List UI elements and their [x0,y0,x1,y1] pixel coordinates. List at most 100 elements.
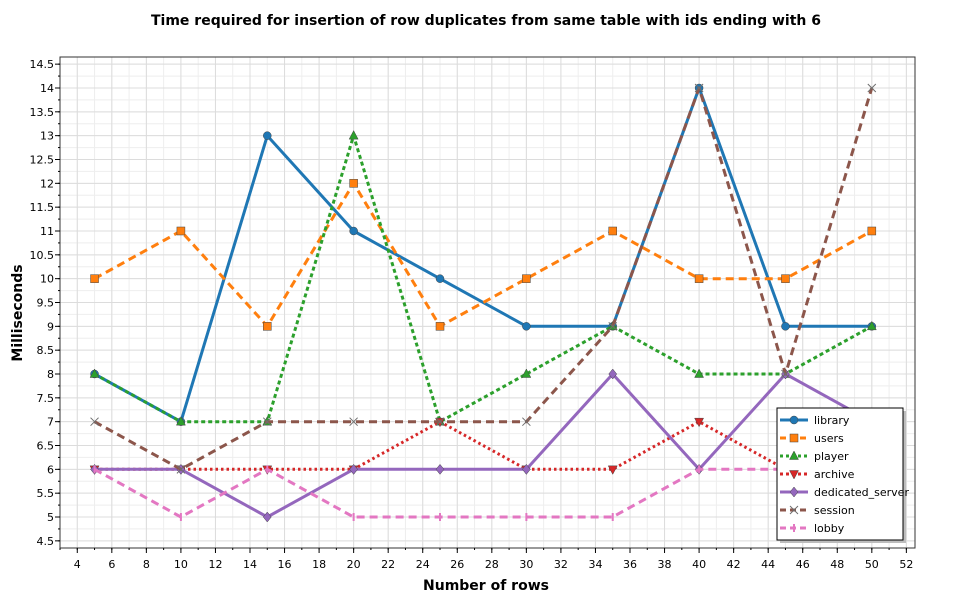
x-tick-label: 40 [692,558,706,571]
legend-entry-lobby: lobby [780,522,845,535]
data-point-users [781,274,790,283]
legend-label-archive: archive [814,468,855,481]
data-point-archive [694,417,705,428]
x-tick-label: 48 [830,558,844,571]
data-point-player [866,320,877,331]
x-tick-label: 6 [108,558,115,571]
y-tick-label: 12 [40,177,54,190]
legend: library users player archive dedicated_serve… [776,407,909,543]
y-tick-label: 14.5 [30,58,55,71]
data-point-session [262,417,272,427]
legend-marker-archive [789,470,799,480]
y-tick-label: 13.5 [30,106,55,119]
y-tick-label: 7 [47,416,54,429]
data-point-library [522,322,531,331]
legend-entry-dedicated-server: dedicated_server [780,486,909,499]
series-session [90,83,877,474]
x-tick-label: 14 [243,558,257,571]
data-point-dedicated-server [262,511,272,523]
data-point-users [90,274,99,283]
data-point-users [263,322,272,331]
legend-marker-library [789,415,799,425]
y-tick-label: 8 [47,368,54,381]
series-line-player [93,134,873,424]
legend-marker-session [789,505,799,515]
legend-label-library: library [814,414,850,427]
y-tick-label: 14 [40,82,54,95]
axis-ticks: 4 6 8 10 12 14 16 18 20 22 24 26 28 30 32 34 36 38 40 42 44 4… [30,58,914,571]
x-tick-label: 18 [312,558,326,571]
x-tick-label: 38 [658,558,672,571]
series-line-session [93,86,874,471]
x-tick-label: 8 [143,558,150,571]
legend-entry-archive: archive [780,468,855,481]
y-tick-label: 4.5 [37,535,55,548]
data-point-library [781,322,790,331]
y-tick-label: 6 [47,463,54,476]
x-tick-label: 32 [554,558,568,571]
data-point-player [521,368,532,378]
legend-label-player: player [814,450,849,463]
data-point-dedicated-server [349,463,358,475]
series-line-lobby [93,467,872,519]
y-tick-label: 7.5 [37,392,55,405]
legend-label-dedicated-server: dedicated_server [814,486,909,499]
x-tick-label: 50 [865,558,879,571]
data-point-session [90,417,99,427]
chart-title: Time required for insertion of row dupli… [151,13,821,29]
data-point-users [608,226,617,236]
legend-marker-player [789,450,799,460]
x-tick-label: 16 [278,558,292,571]
y-tick-label: 8.5 [37,344,55,357]
data-point-library [349,226,358,236]
data-point-player [175,416,186,426]
data-point-player [694,368,705,378]
x-tick-label: 12 [208,558,222,571]
data-point-library [263,131,272,140]
data-point-users [522,274,531,283]
x-tick-label: 44 [761,558,775,571]
legend-marker-users [789,433,799,443]
x-tick-label: 42 [727,558,741,571]
y-tick-label: 5 [47,511,54,524]
x-tick-label: 4 [74,558,81,571]
data-point-session [781,369,790,379]
data-point-users [867,226,877,236]
data-point-library [435,274,445,283]
legend-entry-users: users [780,432,844,445]
data-point-archive [607,465,618,475]
y-tick-label: 6.5 [37,440,55,453]
legend-marker-dedicated-server [789,486,799,498]
series-archive [89,417,877,475]
data-point-users [176,226,186,236]
x-tick-label: 52 [899,558,913,571]
data-point-session [435,417,445,427]
legend-label-users: users [814,432,844,445]
series-line-users [93,181,873,328]
data-point-dedicated-server [435,463,445,475]
y-axis-title: Milliseconds [10,264,26,361]
x-tick-label: 36 [623,558,637,571]
y-tick-label: 10.5 [30,249,55,262]
data-point-session [349,417,358,427]
y-tick-label: 11 [40,225,54,238]
data-point-users [349,179,358,188]
data-point-dedicated-server [608,368,618,380]
x-tick-label: 20 [347,558,361,571]
data-point-player [348,130,359,140]
legend-entry-session: session [780,504,855,517]
y-tick-label: 11.5 [30,201,55,214]
y-tick-label: 12.5 [30,153,55,166]
data-point-session [522,417,531,427]
legend-entry-library: library [780,414,850,427]
legend-label-lobby: lobby [814,522,845,535]
legend-entry-player: player [780,450,849,463]
data-point-player [89,368,100,378]
x-tick-label: 26 [450,558,464,571]
series-users [90,179,877,331]
legend-label-session: session [814,504,855,517]
series-line-archive [94,420,872,471]
x-tick-label: 10 [174,558,188,571]
